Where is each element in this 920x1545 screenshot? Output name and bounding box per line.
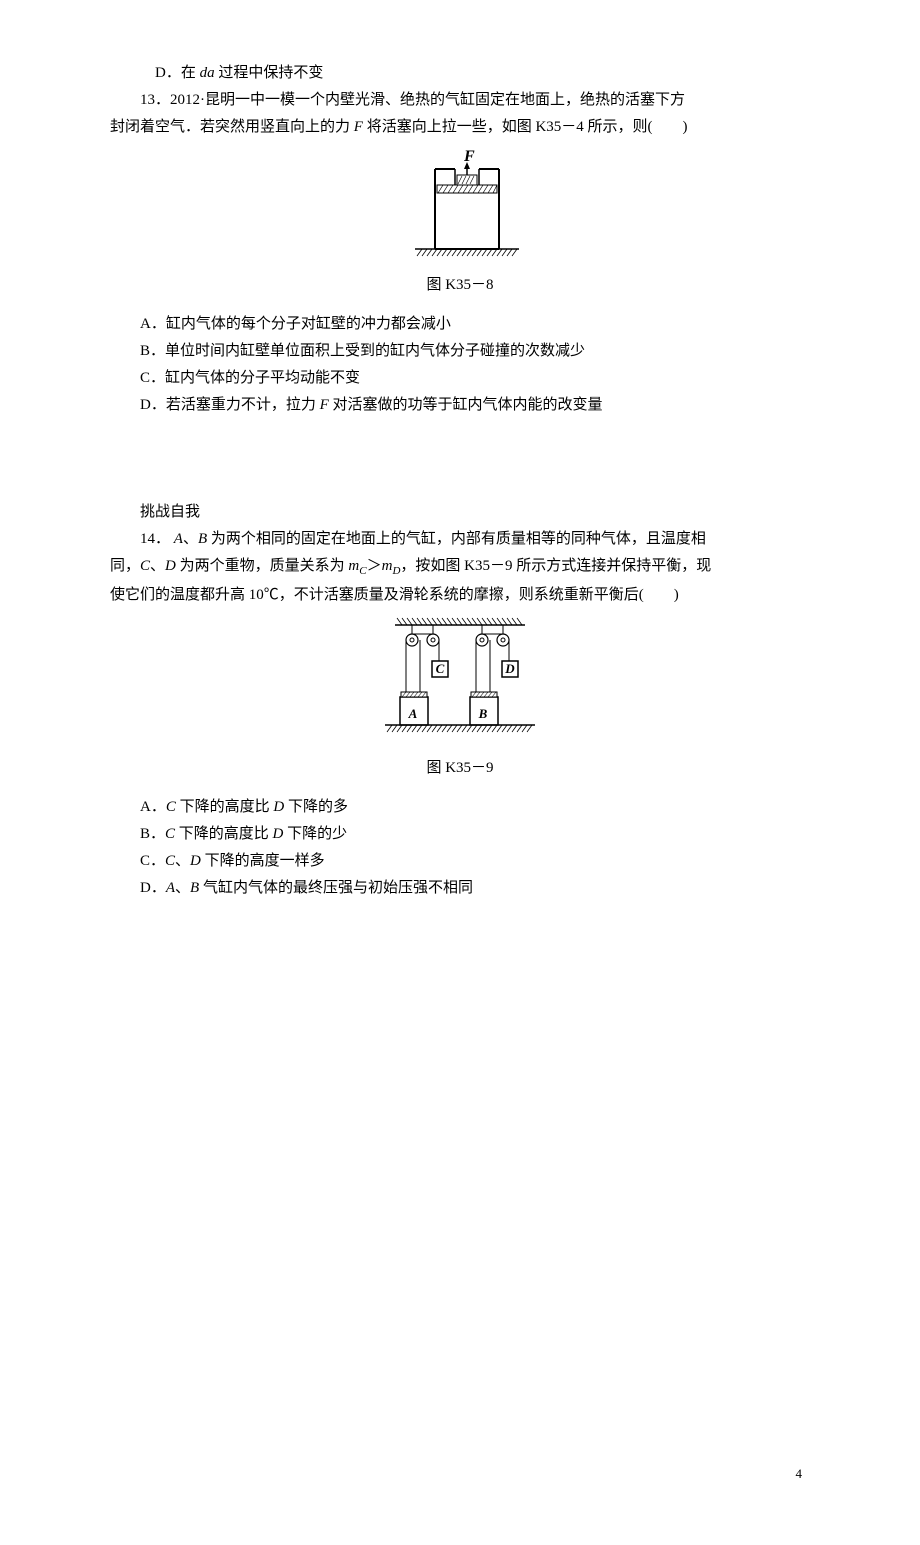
q14-box-c-label: C: [436, 661, 445, 676]
q13-d-2: 对活塞做的功等于缸内气体内能的改变量: [329, 397, 603, 413]
q12-d-label: D．在: [155, 65, 200, 81]
q14-c-c: C: [165, 853, 175, 869]
q14-d-1: D．: [140, 880, 166, 896]
q14-a-2: 下降的高度比: [176, 799, 274, 815]
q14-c-d: D: [190, 853, 201, 869]
q14-s2a: 同，: [110, 558, 140, 574]
q14-b-3: 下降的少: [283, 826, 347, 842]
q14-s1a: 14．: [140, 531, 174, 547]
q13-opt-c: C．缸内气体的分子平均动能不变: [110, 365, 810, 392]
q14-d-a: A: [166, 880, 175, 896]
q13-stem-line1: 13．2012·昆明一中一模一个内壁光滑、绝热的气缸固定在地面上，绝热的活塞下方: [110, 87, 810, 114]
q14-box-d-label: D: [504, 661, 515, 676]
q14-a-3: 下降的多: [284, 799, 348, 815]
q14-a-c: C: [166, 799, 176, 815]
q12-option-d: D．在 da 过程中保持不变: [110, 60, 810, 87]
q14-figure: C D A B: [110, 617, 810, 747]
q14-mc-sub: C: [359, 565, 366, 577]
q14-b-1: B．: [140, 826, 165, 842]
q14-c-3: 下降的高度一样多: [201, 853, 325, 869]
q14-var-c: C: [140, 558, 150, 574]
q14-mc: m: [348, 558, 359, 574]
challenge-title: 挑战自我: [110, 499, 810, 526]
q14-md: m: [382, 558, 393, 574]
q14-var-d: D: [165, 558, 176, 574]
q13-cylinder-diagram: F: [385, 149, 535, 264]
q13-stem-p1: 13．2012·昆明一中一模一个内壁光滑、绝热的气缸固定在地面上，绝热的活塞下方: [140, 92, 685, 108]
q13-stem-line2: 封闭着空气．若突然用竖直向上的力 F 将活塞向上拉一些，如图 K35－4 所示，…: [110, 114, 810, 141]
q14-c-1: C．: [140, 853, 165, 869]
q14-gt: ＞: [367, 558, 382, 574]
q14-var-b: B: [198, 531, 207, 547]
q14-a-1: A．: [140, 799, 166, 815]
q14-stem-line3: 使它们的温度都升高 10℃，不计活塞质量及滑轮系统的摩擦，则系统重新平衡后( ): [110, 582, 810, 609]
q13-stem-p3: 将活塞向上拉一些，如图 K35－4 所示，则( ): [363, 119, 688, 135]
q13-opt-a: A．缸内气体的每个分子对缸壁的冲力都会减小: [110, 311, 810, 338]
q14-opt-b: B．C 下降的高度比 D 下降的少: [110, 821, 810, 848]
q14-s2c: ，按如图 K35－9 所示方式连接并保持平衡，现: [400, 558, 711, 574]
q14-d-3: 气缸内气体的最终压强与初始压强不相同: [199, 880, 473, 896]
q12-d-rest: 过程中保持不变: [215, 65, 324, 81]
page-number: 4: [110, 1462, 810, 1485]
q13-d-f: F: [320, 397, 329, 413]
q14-stem-line1: 14． A、B 为两个相同的固定在地面上的气缸，内部有质量相等的同种气体，且温度…: [110, 526, 810, 553]
q14-opt-a: A．C 下降的高度比 D 下降的多: [110, 794, 810, 821]
q14-c-2: 、: [175, 853, 190, 869]
q14-d-b: B: [190, 880, 199, 896]
q14-apparatus-diagram: C D A B: [365, 617, 555, 747]
q14-d-2: 、: [175, 880, 190, 896]
q14-opt-c: C．C、D 下降的高度一样多: [110, 848, 810, 875]
q13-opt-b: B．单位时间内缸壁单位面积上受到的缸内气体分子碰撞的次数减少: [110, 338, 810, 365]
q14-opt-d: D．A、B 气缸内气体的最终压强与初始压强不相同: [110, 875, 810, 902]
q14-caption: 图 K35－9: [110, 755, 810, 782]
q13-var-f: F: [354, 119, 363, 135]
q14-b-2: 下降的高度比: [175, 826, 273, 842]
q14-sep2: 、: [150, 558, 165, 574]
q14-var-a: A: [174, 531, 183, 547]
q14-box-a-label: A: [408, 706, 418, 721]
q13-opt-d: D．若活塞重力不计，拉力 F 对活塞做的功等于缸内气体内能的改变量: [110, 392, 810, 419]
q13-stem-p2: 封闭着空气．若突然用竖直向上的力: [110, 119, 354, 135]
q14-a-d: D: [273, 799, 284, 815]
q13-figure: F: [110, 149, 810, 264]
q14-b-c: C: [165, 826, 175, 842]
q14-stem-line2: 同，C、D 为两个重物，质量关系为 mC＞mD，按如图 K35－9 所示方式连接…: [110, 553, 810, 582]
q12-d-var: da: [200, 65, 215, 81]
q14-b-d: D: [273, 826, 284, 842]
q14-s2b: 为两个重物，质量关系为: [176, 558, 349, 574]
q14-sep1: 、: [183, 531, 198, 547]
q13-caption: 图 K35－8: [110, 272, 810, 299]
q13-f-label: F: [463, 149, 475, 165]
q14-box-b-label: B: [478, 706, 488, 721]
q14-s1b: 为两个相同的固定在地面上的气缸，内部有质量相等的同种气体，且温度相: [207, 531, 706, 547]
q13-d-1: D．若活塞重力不计，拉力: [140, 397, 320, 413]
